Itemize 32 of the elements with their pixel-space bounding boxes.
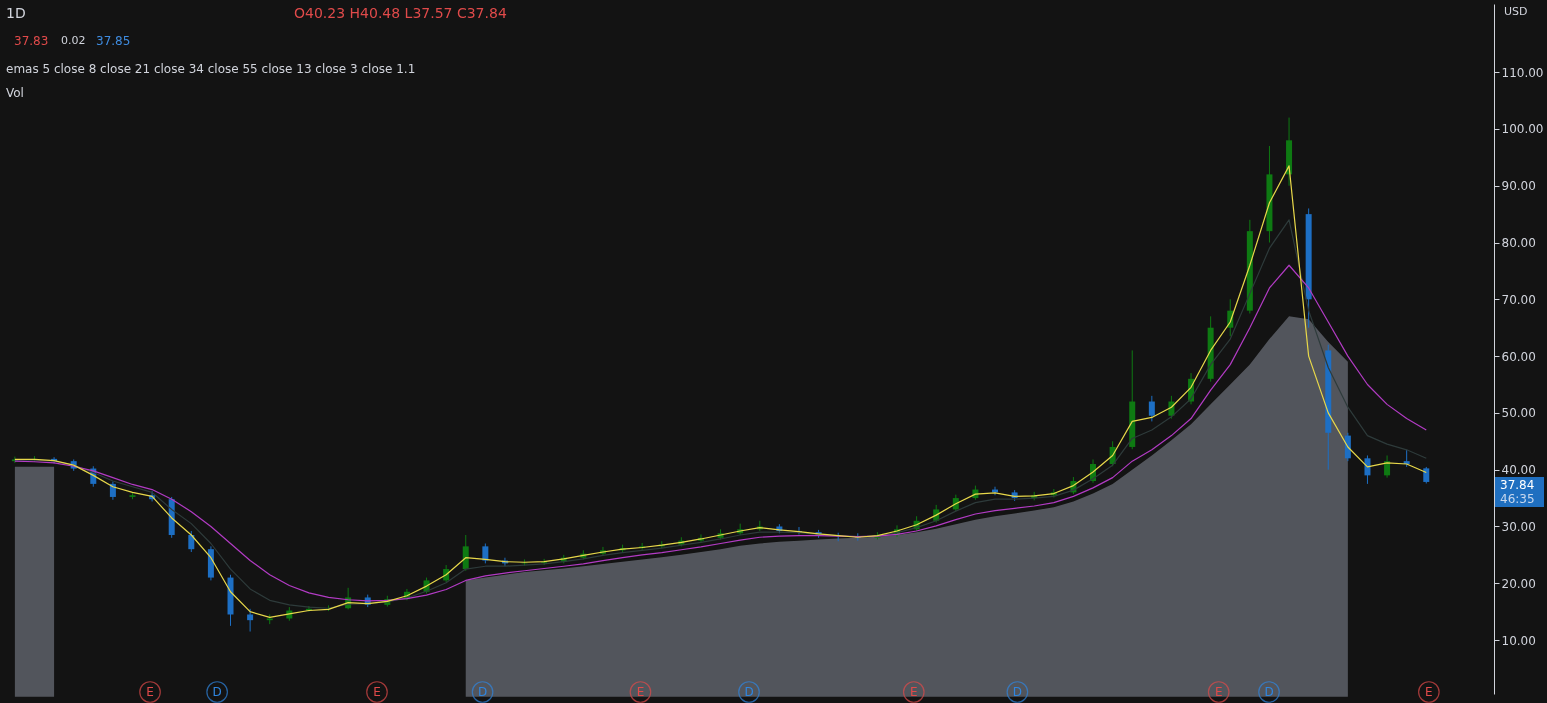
annotation: D xyxy=(744,685,754,699)
text: 37.84 xyxy=(1500,477,1535,492)
y-tick-label: 30.00 xyxy=(1501,519,1536,534)
text: USD xyxy=(1504,5,1528,18)
chart-title: 1D xyxy=(6,5,26,21)
y-tick-label: 70.00 xyxy=(1501,292,1536,307)
annotation: E xyxy=(146,685,154,699)
annotation: E xyxy=(1214,685,1223,699)
annotation: E xyxy=(373,685,381,699)
y-tick-label: 80.00 xyxy=(1501,236,1536,251)
annotation: D xyxy=(477,685,488,699)
y-tick-label: 40.00 xyxy=(1501,463,1536,478)
annotation: 37.83 xyxy=(14,34,49,48)
y-tick-label: 110.00 xyxy=(1501,65,1544,80)
annotation: E xyxy=(1425,685,1433,699)
y-tick-label: 10.00 xyxy=(1501,633,1536,648)
annotation: E xyxy=(909,685,918,699)
y-tick-label: 90.00 xyxy=(1501,179,1536,194)
annotation: D xyxy=(1012,685,1023,699)
y-tick-label: 50.00 xyxy=(1501,406,1536,421)
annotation: Vol xyxy=(6,86,24,100)
y-tick-label: 100.00 xyxy=(1501,122,1544,137)
text: 46:35 xyxy=(1500,491,1535,506)
y-tick-label: 20.00 xyxy=(1501,576,1536,591)
annotation: 37.85 xyxy=(96,34,131,48)
annotation: E xyxy=(636,685,645,699)
annotation: O40.23 H40.48 L37.57 C37.84 xyxy=(294,5,507,21)
y-tick-label: 60.00 xyxy=(1501,349,1536,364)
annotation: emas 5 close 8 close 21 close 34 close 55 close 13 close 3 close 1.1 xyxy=(6,62,416,76)
annotation: D xyxy=(1264,685,1274,699)
annotation: D xyxy=(212,685,222,699)
annotation: 0.02 xyxy=(61,34,86,47)
